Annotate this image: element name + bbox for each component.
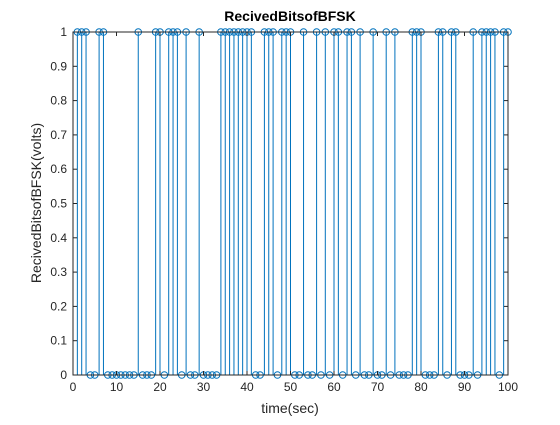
x-tick-labels: 0 10 20 30 40 50 60 70 80 90 100 xyxy=(70,380,519,394)
y-tick-label: 0.6 xyxy=(50,162,67,176)
axes-layer xyxy=(72,31,509,376)
x-tick-label: 10 xyxy=(110,380,124,394)
y-tick-label: 0.1 xyxy=(50,334,67,348)
y-tick-label: 1 xyxy=(60,25,67,39)
y-axis-label: RecivedBitsofBFSK(volts) xyxy=(28,123,44,283)
x-tick-label: 0 xyxy=(70,380,77,394)
y-tick-labels: 0 0.1 0.2 0.3 0.4 0.5 0.6 0.7 0.8 0.9 1 xyxy=(50,25,67,382)
y-tick-label: 0.9 xyxy=(50,59,67,73)
y-tick-label: 0.8 xyxy=(50,94,67,108)
chart-title: RecivedBitsofBFSK xyxy=(224,8,355,24)
x-tick-label: 80 xyxy=(414,380,428,394)
x-tick-label: 40 xyxy=(240,380,254,394)
stems-layer xyxy=(73,28,512,379)
y-tick-label: 0 xyxy=(60,368,67,382)
y-tick-label: 0.3 xyxy=(50,265,67,279)
x-tick-label: 30 xyxy=(197,380,211,394)
x-tick-label: 70 xyxy=(371,380,385,394)
x-axis-label: time(sec) xyxy=(261,400,319,416)
x-tick-label: 20 xyxy=(153,380,167,394)
y-tick-label: 0.7 xyxy=(50,128,67,142)
y-tick-label: 0.5 xyxy=(50,197,67,211)
y-tick-label: 0.4 xyxy=(50,231,67,245)
x-tick-label: 50 xyxy=(284,380,298,394)
x-tick-label: 60 xyxy=(327,380,341,394)
x-tick-label: 100 xyxy=(498,380,518,394)
y-tick-label: 0.2 xyxy=(50,299,67,313)
x-tick-label: 90 xyxy=(458,380,472,394)
